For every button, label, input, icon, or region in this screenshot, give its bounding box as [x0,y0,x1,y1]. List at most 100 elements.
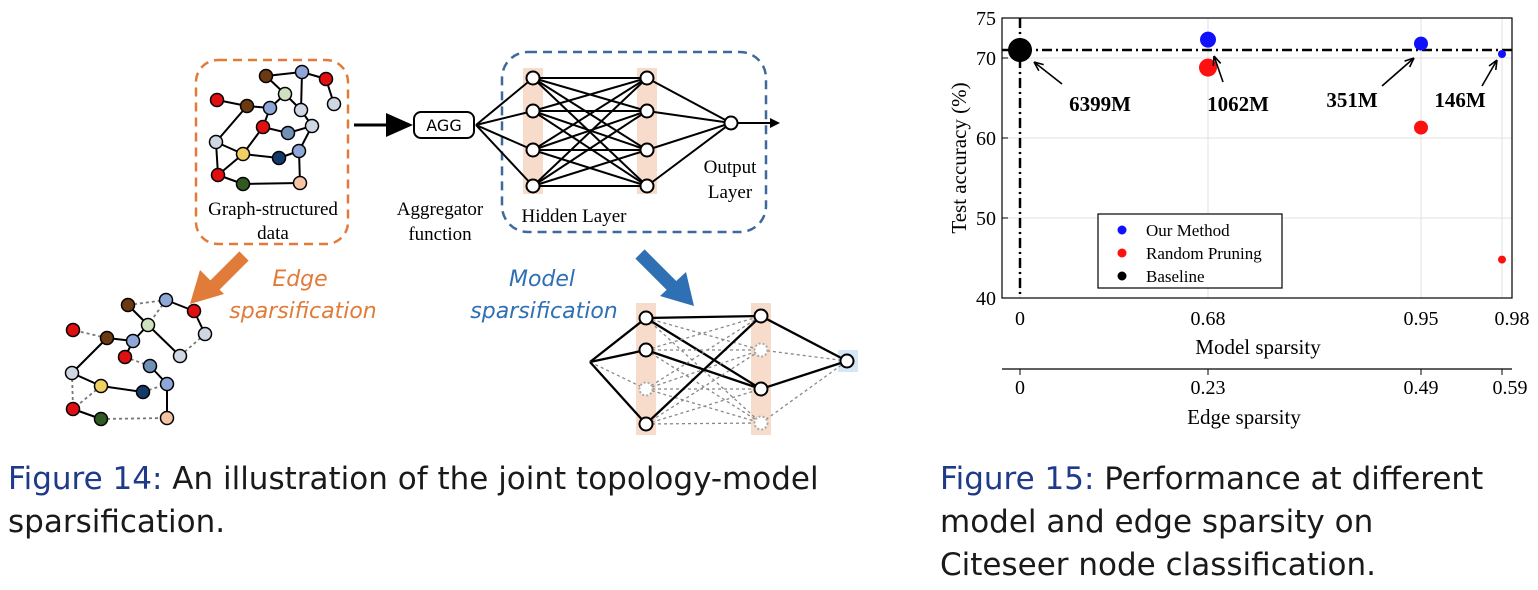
x-tick-label-model: 0.95 [1404,308,1439,330]
graph-label-line1: Graph-structured [208,199,338,220]
graph-edge [100,417,168,420]
graph-node [292,175,308,191]
network-neuron [525,142,541,158]
hidden-layer-band-2 [637,68,657,194]
network-neuron [638,310,654,326]
graph-node [172,348,188,364]
annotation-label: 1062M [1207,92,1269,116]
graph-edge [147,324,181,357]
network-connection [645,315,762,425]
graph-node [93,378,109,394]
network-connection [645,315,762,351]
graph-edge [142,383,168,393]
graph-node [262,100,278,116]
output-layer-line1: Output [704,157,758,178]
network-connection [646,122,732,187]
graph-node [271,150,287,166]
graph-node [255,119,271,135]
legend-label: Baseline [1146,267,1205,286]
figure-14-caption-text: An illustration of the joint topology-mo… [8,461,819,540]
graph-node [135,384,151,400]
graph-node [186,303,202,319]
graph-edge [215,105,248,143]
graph-node [93,411,109,427]
figure-14-diagram: Graph-structured data AGG Aggregator fun… [64,50,858,435]
network-connection [645,317,762,390]
network-connection [645,388,762,424]
legend-label: Our Method [1146,221,1230,240]
x-tick-label-edge: 0.49 [1404,377,1439,399]
graph-node [117,349,133,365]
network-connection [532,77,648,151]
annotation-arrow-head [1488,59,1498,71]
hidden-layer-band-1 [523,68,543,194]
network-connection [589,361,647,425]
network-neuron [638,342,654,358]
network-connection [532,110,648,151]
data-point-our-method [1498,50,1506,58]
network-connection [645,349,762,425]
sparse-band-1 [636,303,656,435]
data-point-random-pruning [1199,58,1217,77]
network-connection [475,124,534,187]
x-tick-label-model: 0 [1015,308,1025,330]
network-connection [589,361,647,390]
y-tick-label: 50 [976,208,996,230]
graph-node [209,92,225,108]
annotation-arrow-head [1212,55,1222,67]
graph-label-line2: data [257,223,289,244]
graph-node [158,292,174,308]
graph-edge [71,337,108,374]
graph-node [258,68,274,84]
data-point-baseline [1008,38,1032,62]
figure-14-caption-label: Figure 14: [8,461,163,497]
graph-node [125,333,141,349]
annotation-arrow-head [1404,57,1415,68]
annotation-arrow [1033,61,1063,85]
sparsified-network [589,308,855,432]
accuracy-chart: 40 50 60 70 75 Test accuracy (%) 6399M 1062M 351… [947,8,1530,429]
network-neuron [638,416,654,432]
data-point-random-pruning [1498,255,1506,264]
annotation-label: 351M [1326,88,1378,112]
graph-node [304,118,320,134]
graph-node [318,71,334,87]
y-tick-label: 75 [976,8,996,30]
graph-node [239,98,255,114]
aggregator-line1: Aggregator [397,199,484,220]
graph-node [235,176,251,192]
network-connection [645,422,762,425]
network-connection [645,315,762,390]
network-connection [645,317,762,424]
network-connection [475,124,534,151]
legend-marker [1117,271,1127,281]
model-sparsification-arrow [635,249,694,306]
annotation-arrow [1481,59,1498,87]
y-tick-label: 40 [976,288,996,310]
x-tick-label-edge: 0.59 [1493,377,1528,399]
edge-sparsification-line2: sparsification [229,299,376,324]
graph-node [280,125,296,141]
legend-marker [1117,248,1127,258]
network-neuron [639,142,655,158]
network-connection [645,388,762,425]
y-axis-label: Test accuracy (%) [947,82,971,233]
graph-node [235,146,251,162]
network-neuron [753,308,769,324]
graph-node [159,410,175,426]
graph-node [294,64,310,80]
network-neuron [723,115,739,131]
network-connection [645,317,762,351]
graph-node [208,134,224,150]
annotation-label: 146M [1434,88,1486,112]
model-sparsification-line2: sparsification [470,299,617,324]
annotation-arrow-head [1033,61,1044,72]
network-connection [646,122,732,151]
sparse-band-2 [751,303,771,435]
graph-structured-data [208,64,342,192]
graph-data-box [194,58,350,246]
x-tick-label-edge: 0.23 [1191,377,1226,399]
network-connection [645,314,762,320]
output-layer-line2: Layer [708,182,753,203]
network-connection [646,77,732,124]
